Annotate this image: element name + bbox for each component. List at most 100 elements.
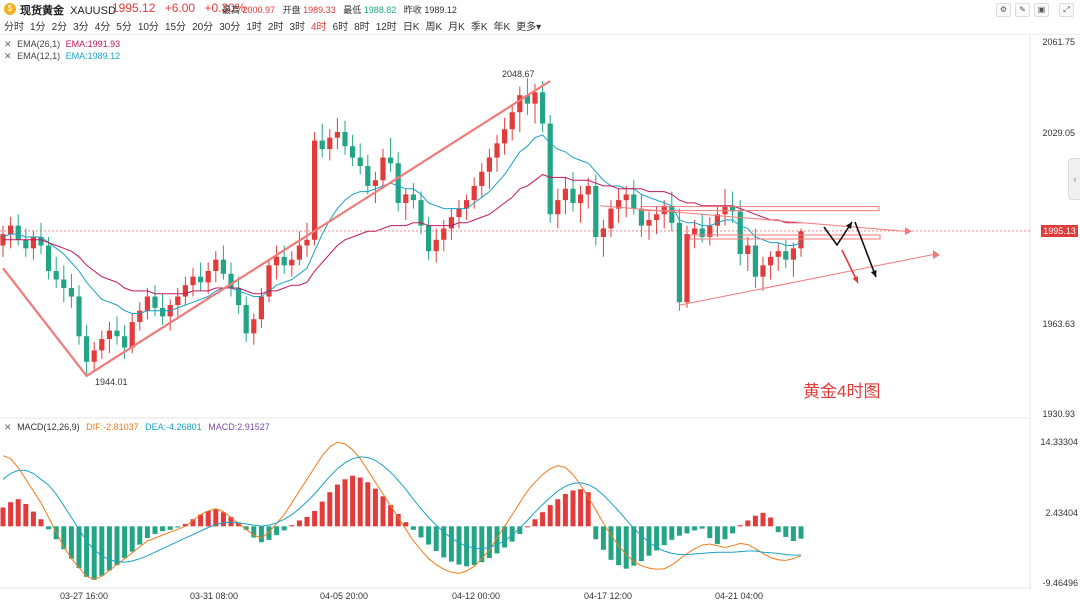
period-tab[interactable]: 周K [425, 22, 443, 33]
candle-body [684, 234, 690, 303]
candle-body [380, 157, 386, 181]
period-tab[interactable]: 2分 [51, 22, 68, 33]
macd-bar [547, 505, 553, 527]
candle-body [144, 296, 150, 311]
screenshot-icon[interactable]: ▣ [1034, 3, 1049, 17]
macd-bar [410, 526, 416, 530]
candle-body [152, 296, 158, 308]
ema12-close-icon[interactable]: ✕ [4, 51, 12, 61]
macd-bar [289, 525, 295, 527]
candle-body [372, 180, 378, 186]
candle-body [312, 140, 318, 240]
time-axis-label: 03-31 08:00 [190, 591, 239, 601]
candle-body [76, 296, 82, 337]
candle-body [509, 112, 515, 130]
candle-body [585, 185, 591, 195]
macd-bar [106, 526, 112, 571]
ema26-label[interactable]: EMA(26,1) [17, 39, 61, 49]
period-tab[interactable]: 日K [402, 22, 420, 33]
macd-bar [608, 526, 614, 560]
candle-body [707, 225, 713, 237]
candle-body [220, 259, 226, 274]
macd-bar [441, 526, 447, 558]
macd-axis-label: 14.33304 [1040, 437, 1078, 447]
period-tab[interactable]: 2时 [267, 22, 284, 33]
resistance-zone [640, 206, 880, 212]
candle-body [555, 200, 561, 215]
candle-body [342, 132, 348, 147]
period-tab[interactable]: 8时 [354, 22, 370, 33]
draw-tool-icon[interactable]: ✎ [1015, 3, 1030, 17]
macd-axis-label: -9.46496 [1042, 578, 1078, 588]
more-periods-dropdown[interactable]: 更多▾ [516, 22, 542, 33]
candle-body [768, 256, 774, 266]
period-tab[interactable]: 10分 [137, 22, 159, 33]
period-tab[interactable]: 1分 [30, 22, 46, 33]
macd-bar [456, 526, 462, 565]
candle-body [730, 205, 736, 212]
candle-body [532, 92, 538, 104]
candle-body [99, 339, 105, 351]
period-tab[interactable]: 4时 [311, 22, 327, 33]
macd-bar [228, 516, 234, 527]
candle-body [593, 185, 599, 237]
candle-body [334, 132, 340, 138]
macd-bar [532, 519, 538, 527]
price-block: 1995.12 +6.00 +0.30% [112, 1, 252, 15]
period-tab[interactable]: 3时 [289, 22, 305, 33]
candle-body [68, 288, 74, 297]
macd-bar [350, 475, 356, 527]
side-panel-toggle[interactable]: ‹ [1068, 158, 1080, 200]
chart-settings-icon[interactable]: ⚙ [996, 3, 1011, 17]
macd-bar [8, 502, 14, 527]
macd-label[interactable]: MACD(12,26,9) [17, 422, 80, 432]
candle-body [547, 123, 553, 215]
period-tab[interactable]: 年K [493, 22, 511, 33]
candle-body [114, 330, 120, 337]
macd-bar [623, 526, 629, 569]
macd-bar [99, 526, 105, 576]
macd-bar [722, 526, 728, 540]
period-tab[interactable]: 5分 [116, 22, 132, 33]
candle-body [783, 251, 789, 260]
dea-line [2, 456, 801, 563]
macd-bar [676, 526, 682, 536]
macd-bar [327, 492, 333, 527]
ema26-close-icon[interactable]: ✕ [4, 39, 12, 49]
macd-bar [692, 526, 698, 531]
period-tab[interactable]: 1时 [246, 22, 262, 33]
candle-body [182, 285, 188, 297]
period-tabs: 分时 1分 2分 3分 4分 5分 10分 15分 20分 30分 1时 2时 3时 4时 6时 8时 12时日… [4, 18, 547, 33]
period-tab[interactable]: 30分 [219, 22, 241, 33]
period-tab[interactable]: 20分 [192, 22, 214, 33]
forecast-arrow-up-head [846, 222, 852, 229]
period-tab[interactable]: 月K [448, 22, 465, 33]
fullscreen-icon[interactable]: ⤢ [1059, 3, 1074, 17]
period-tab[interactable]: 4分 [94, 22, 111, 33]
high-value: 2000.97 [242, 5, 276, 15]
macd-bar [198, 514, 204, 527]
macd-bar [357, 477, 363, 527]
macd-legend: ✕ MACD(12,26,9) DIF:-2.81037 DEA:-4.2680… [4, 422, 270, 433]
candle-body [517, 95, 523, 113]
gold-logo-icon: $ [4, 3, 16, 15]
period-tab[interactable]: 分时 [4, 22, 24, 33]
period-tab[interactable]: 12时 [375, 22, 397, 33]
ema26-value: EMA:1991.93 [65, 39, 121, 49]
macd-close-icon[interactable]: ✕ [4, 422, 12, 432]
trend-line-up [2, 80, 551, 378]
macd-bar [737, 525, 743, 527]
candle-body [205, 271, 211, 283]
macd-axis-label: 2.43404 [1045, 508, 1078, 518]
period-tab[interactable]: 15分 [164, 22, 187, 33]
period-tab[interactable]: 6时 [332, 22, 349, 33]
macd-bar [593, 526, 599, 540]
ema12-label[interactable]: EMA(12,1) [17, 51, 61, 61]
period-tab[interactable]: 3分 [73, 22, 89, 33]
macd-bar [448, 526, 454, 562]
prev-close-label: 昨收 [403, 5, 422, 15]
candle-body [699, 228, 705, 237]
period-tab[interactable]: 季K [470, 22, 488, 33]
candle-body [654, 214, 660, 220]
